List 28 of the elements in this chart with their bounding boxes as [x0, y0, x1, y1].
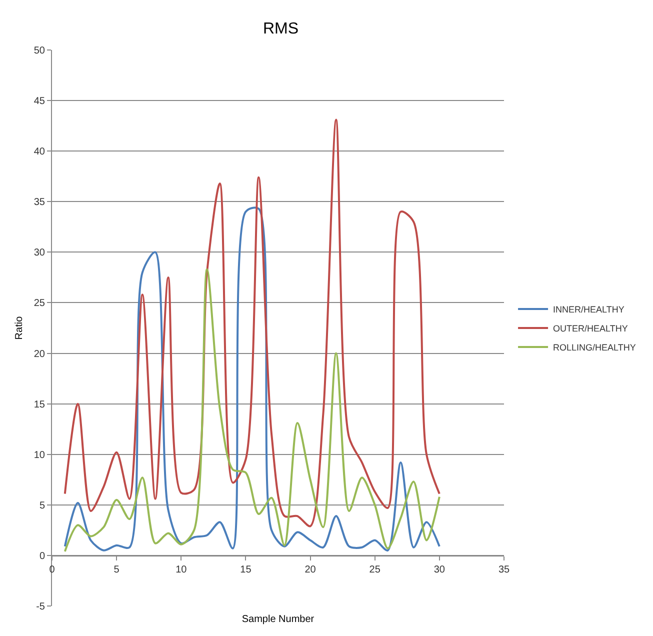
x-axis-title: Sample Number — [242, 614, 315, 625]
line-series — [64, 118, 440, 528]
x-tick-label: 30 — [434, 564, 446, 576]
y-tick-label: 45 — [34, 96, 46, 108]
y-tick-label: 10 — [34, 450, 46, 461]
x-tick-label: 25 — [369, 564, 381, 576]
x-tick-label: 35 — [498, 564, 510, 576]
chart-title: RMS — [263, 20, 299, 38]
legend-label: INNER/HEALTHY — [553, 304, 624, 315]
y-tick-label: 25 — [34, 298, 46, 310]
y-tick-label: 0 — [39, 550, 46, 562]
legend-label: OUTER/HEALTHY — [553, 324, 628, 334]
y-axis-title: Ratio — [14, 316, 25, 340]
line-series — [64, 208, 440, 552]
x-tick-label: 10 — [176, 564, 188, 576]
x-tick-label: 20 — [304, 564, 316, 576]
legend-label: ROLLING/HEALTHY — [553, 342, 636, 353]
y-tick-label: 40 — [34, 146, 46, 158]
line-series — [64, 268, 440, 552]
x-tick-label: 5 — [114, 564, 120, 576]
y-tick-label: 35 — [34, 197, 46, 208]
y-tick-label: 20 — [34, 348, 46, 360]
y-tick-label: 50 — [34, 46, 46, 56]
y-tick-label: 15 — [34, 399, 46, 410]
y-tick-label: -5 — [36, 602, 46, 612]
x-tick-label: 15 — [240, 564, 252, 576]
y-tick-label: 5 — [39, 500, 46, 512]
y-tick-label: 30 — [34, 248, 46, 259]
